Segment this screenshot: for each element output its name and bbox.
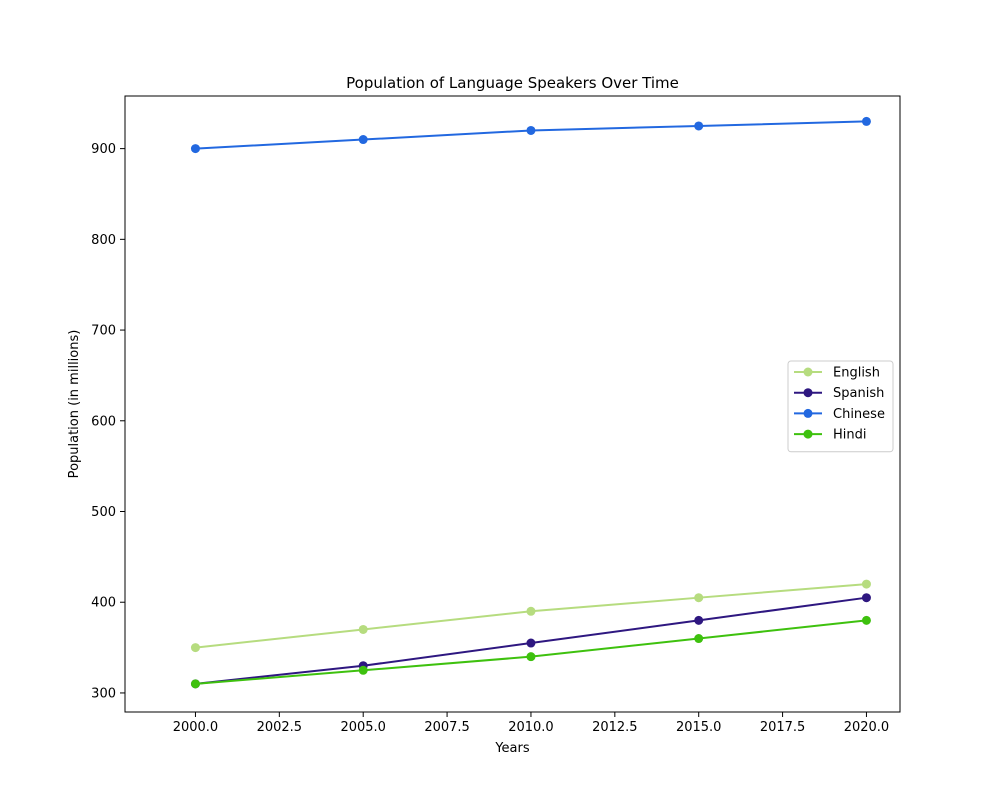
data-point [526,125,536,135]
legend-label: Hindi [833,428,867,443]
legend-marker [803,429,813,439]
data-point [190,679,200,689]
x-tick-label: 2007.5 [424,720,470,735]
x-tick-label: 2017.5 [760,720,806,735]
legend-item: Chinese [794,407,885,422]
y-tick-label: 400 [91,596,116,611]
series-line [195,619,867,685]
data-point [861,615,871,625]
y-axis-ticks: 300 400 500 600 700 800 900 [91,142,125,701]
y-tick-label: 700 [91,324,116,339]
data-point [861,116,871,126]
series-line [195,120,867,150]
y-tick-label: 800 [91,233,116,248]
x-axis-ticks: 2000.0 2002.5 2005.0 2007.5 2010.0 2012.5 2015… [173,712,889,735]
y-tick-label: 600 [91,414,116,429]
data-point [190,643,200,653]
x-axis-label: Years [494,741,530,756]
data-point [694,615,704,625]
legend-label: Chinese [833,407,885,422]
series-english [190,579,871,653]
legend-box [787,360,894,453]
legend-marker [803,388,813,398]
series-line [195,583,867,649]
data-point [358,135,368,145]
data-point [694,121,704,131]
legend-item: Hindi [794,428,867,443]
x-tick-label: 2005.0 [340,720,386,735]
y-tick-label: 900 [91,142,116,157]
x-tick-label: 2012.5 [592,720,638,735]
data-point [694,593,704,603]
data-point [526,638,536,648]
x-tick-label: 2015.0 [676,720,722,735]
data-point [190,144,200,154]
series-chinese [190,116,871,154]
data-point [358,665,368,675]
data-point [358,624,368,634]
y-tick-label: 300 [91,686,116,701]
series-layer [190,116,871,689]
legend: English Spanish Chinese Hindi [787,360,894,453]
y-axis-label: Population (in millions) [67,330,82,479]
legend-item: English [794,366,880,381]
data-point [861,579,871,589]
data-point [861,593,871,603]
series-hindi [190,615,871,689]
legend-marker [803,408,813,418]
legend-label: Spanish [833,386,884,401]
x-tick-label: 2000.0 [173,720,219,735]
legend-marker [803,367,813,377]
data-point [526,606,536,616]
data-point [694,634,704,644]
x-tick-label: 2002.5 [257,720,303,735]
x-tick-label: 2020.0 [844,720,890,735]
y-tick-label: 500 [91,505,116,520]
legend-label: English [833,366,880,381]
x-tick-label: 2010.0 [508,720,554,735]
legend-item: Spanish [794,386,884,401]
data-point [526,652,536,662]
plot-frame [124,95,901,713]
chart-title: Population of Language Speakers Over Tim… [346,74,679,92]
